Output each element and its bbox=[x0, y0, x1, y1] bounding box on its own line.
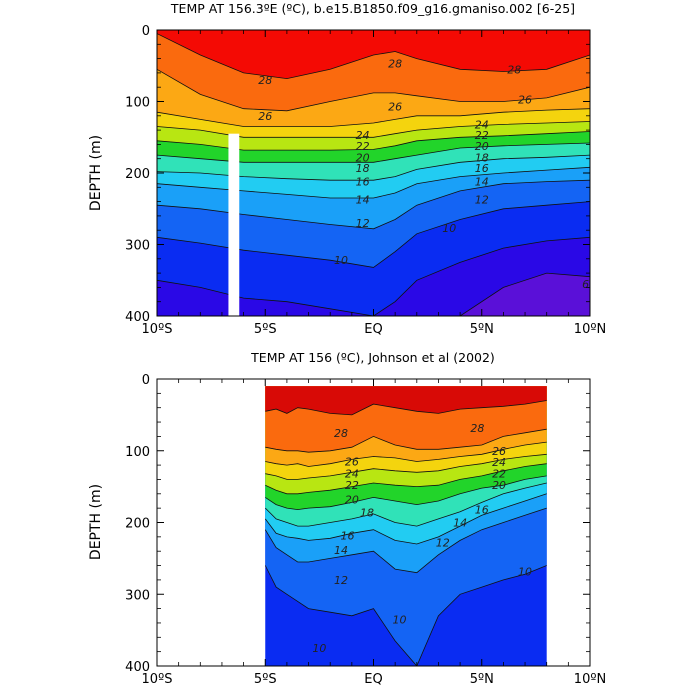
panel-2: TEMP AT 156 (ºC), Johnson et al (2002) 2… bbox=[88, 350, 606, 687]
contour-label: 12 bbox=[436, 537, 450, 550]
contour-label: 20 bbox=[475, 140, 489, 153]
y-tick-label: 200 bbox=[125, 517, 150, 532]
contour-label: 14 bbox=[334, 544, 348, 557]
isotherm-line-10 bbox=[264, 565, 547, 666]
x-tick-label: 5ºS bbox=[254, 672, 277, 687]
x-tick-label: EQ bbox=[364, 672, 382, 687]
isotherm-line-14 bbox=[264, 493, 547, 545]
x-tick-label: 10ºN bbox=[574, 322, 606, 337]
contour-label: 28 bbox=[507, 63, 521, 76]
contour-label: 28 bbox=[258, 74, 272, 87]
contour-label: 20 bbox=[356, 151, 370, 164]
panel-1-masked-gap bbox=[228, 133, 240, 316]
panel-1-ylabel: DEPTH (m) bbox=[88, 135, 104, 211]
contour-label: 10 bbox=[518, 565, 532, 578]
y-tick-label: 400 bbox=[125, 660, 150, 675]
contour-label: 14 bbox=[453, 517, 467, 530]
contour-label: 28 bbox=[334, 427, 348, 440]
isotherm-line-26 bbox=[157, 68, 590, 112]
contour-label: 18 bbox=[475, 151, 489, 164]
contour-label: 20 bbox=[492, 479, 506, 492]
contour-label: 14 bbox=[475, 176, 489, 189]
panel-1-ticks: 10ºS 5ºS EQ 5ºN 10ºN 0 100 200 300 400 bbox=[125, 24, 606, 337]
contour-label: 22 bbox=[356, 140, 370, 153]
isotherm-line-22 bbox=[265, 453, 547, 480]
isotherm-line-28 bbox=[265, 400, 547, 416]
contour-label: 12 bbox=[475, 193, 489, 206]
contour-label: 26 bbox=[388, 101, 402, 114]
y-tick-label: 100 bbox=[125, 445, 150, 460]
isotherm-line-20 bbox=[265, 463, 547, 495]
contour-label: 16 bbox=[475, 162, 489, 175]
isotherm-line-6 bbox=[157, 272, 590, 316]
contour-label: 12 bbox=[356, 217, 370, 230]
contour-label: 10 bbox=[392, 613, 406, 626]
contour-label: 24 bbox=[492, 456, 506, 469]
y-tick-label: 300 bbox=[125, 239, 150, 254]
isotherm-line-26 bbox=[265, 428, 547, 453]
contour-label: 18 bbox=[356, 162, 370, 175]
panel-2-contour-lines bbox=[264, 400, 547, 666]
contour-label: 26 bbox=[492, 445, 506, 458]
contour-label: 18 bbox=[360, 506, 374, 519]
panel-1-title: TEMP AT 156.3ºE (ºC), b.e15.B1850.f09_g1… bbox=[170, 1, 575, 16]
x-tick-label: 5ºN bbox=[470, 672, 494, 687]
contour-label: 10 bbox=[334, 254, 348, 267]
x-tick-label: 5ºS bbox=[254, 322, 277, 337]
contour-label: 20 bbox=[345, 494, 359, 507]
isotherm-line-24 bbox=[157, 108, 590, 127]
contour-label: 10 bbox=[312, 642, 326, 655]
contour-label: 22 bbox=[475, 129, 489, 142]
panel-1: TEMP AT 156.3ºE (ºC), b.e15.B1850.f09_g1… bbox=[88, 1, 606, 337]
y-tick-label: 0 bbox=[142, 24, 150, 39]
y-tick-label: 100 bbox=[125, 96, 150, 111]
panel-2-filled-contours bbox=[265, 386, 547, 666]
contour-band-warm bbox=[157, 30, 590, 79]
panel-2-ylabel: DEPTH (m) bbox=[88, 484, 104, 560]
isotherm-line-18 bbox=[265, 475, 547, 511]
contour-label: 24 bbox=[356, 129, 370, 142]
isotherm-line-28 bbox=[157, 33, 590, 80]
isotherm-line-16 bbox=[265, 482, 547, 527]
y-tick-label: 0 bbox=[142, 373, 150, 388]
contour-label: 12 bbox=[334, 574, 348, 587]
contour-label: 22 bbox=[492, 468, 506, 481]
panel-2-ticks: 10ºS 5ºS EQ 5ºN 10ºN 0 100 200 300 400 bbox=[125, 373, 606, 687]
isotherm-line-12 bbox=[264, 507, 547, 574]
x-tick-label: 5ºN bbox=[470, 322, 494, 337]
contour-label: 24 bbox=[345, 468, 359, 481]
contour-label: 26 bbox=[518, 93, 532, 106]
contour-label: 6 bbox=[582, 278, 589, 291]
contour-label: 22 bbox=[345, 479, 359, 492]
contour-label: 16 bbox=[356, 176, 370, 189]
contour-label: 28 bbox=[388, 58, 402, 71]
contour-label: 28 bbox=[470, 422, 484, 435]
contour-label: 24 bbox=[475, 118, 489, 131]
x-tick-label: 10ºN bbox=[574, 672, 606, 687]
panel-1-filled-contours bbox=[157, 30, 590, 316]
x-tick-label: 10ºS bbox=[142, 322, 173, 337]
contour-label: 26 bbox=[258, 110, 272, 123]
contour-label: 16 bbox=[475, 504, 489, 517]
y-tick-label: 400 bbox=[125, 310, 150, 325]
contour-label: 10 bbox=[442, 222, 456, 235]
panel-2-title: TEMP AT 156 (ºC), Johnson et al (2002) bbox=[250, 350, 495, 365]
contour-label: 16 bbox=[341, 529, 355, 542]
y-tick-label: 300 bbox=[125, 588, 150, 603]
contour-label: 26 bbox=[345, 456, 359, 469]
y-tick-label: 200 bbox=[125, 167, 150, 182]
x-tick-label: EQ bbox=[364, 322, 382, 337]
isotherm-line-24 bbox=[265, 441, 547, 467]
x-tick-label: 10ºS bbox=[142, 672, 173, 687]
contour-label: 14 bbox=[356, 193, 370, 206]
